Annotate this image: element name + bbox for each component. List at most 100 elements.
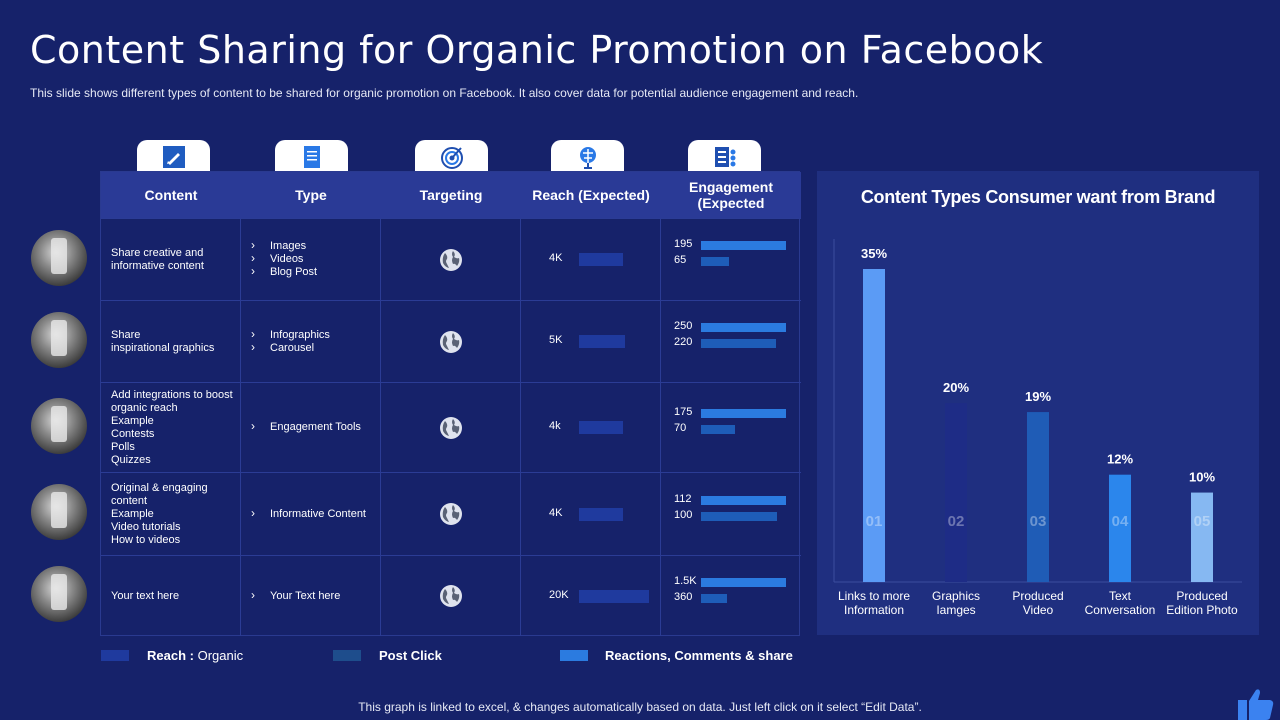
avatar <box>31 230 87 286</box>
reach-cell: 5K <box>521 301 661 382</box>
reach-cell: 4k <box>521 383 661 472</box>
data-label: 20% <box>943 380 969 395</box>
post-click-bar <box>701 425 735 434</box>
legend-reactions: Reactions, Comments & share <box>605 648 793 663</box>
legend-reactions-swatch <box>560 650 588 661</box>
content-cell: Share inspirational graphics <box>101 301 241 382</box>
bar <box>1191 492 1213 582</box>
legend-reach-sub: Organic <box>197 648 244 663</box>
content-tab-icon <box>137 140 210 173</box>
category-label: Video <box>1023 603 1054 617</box>
content-text: Original & engaging content Example Vide… <box>111 481 208 546</box>
content-cell: Your text here <box>101 556 241 636</box>
table-header: Content Type Targeting Reach (Expected) … <box>101 172 801 218</box>
category-label: Produced <box>1012 589 1063 603</box>
data-label: 35% <box>861 246 887 261</box>
legend-reach-swatch <box>101 650 129 661</box>
bar-number: 05 <box>1194 513 1211 530</box>
page-subtitle: This slide shows different types of cont… <box>30 86 859 100</box>
targeting-cell <box>381 219 521 300</box>
header-targeting: Targeting <box>419 187 483 203</box>
reach-cell: 20K <box>521 556 661 636</box>
chart-panel: Content Types Consumer want from Brand 3… <box>817 171 1259 635</box>
data-label: 10% <box>1189 470 1215 485</box>
engagement-value: 112 <box>674 492 692 505</box>
header-reach: Reach (Expected) <box>532 187 650 203</box>
header-type: Type <box>295 187 327 203</box>
targeting-tab-icon <box>415 140 488 173</box>
engagement-value: 250 <box>674 320 693 332</box>
engagement-cell: 112 100 <box>661 473 801 555</box>
bar-number: 04 <box>1112 513 1129 530</box>
reach-tab-icon <box>551 140 624 173</box>
content-cell: Original & engaging content Example Vide… <box>101 473 241 555</box>
dashboard-icon <box>714 146 735 167</box>
network-tree-icon <box>579 146 596 169</box>
category-label: Produced <box>1176 589 1227 603</box>
header-content: Content <box>144 187 198 203</box>
globe-icon <box>439 503 462 525</box>
engagement-tab-icon <box>688 140 761 173</box>
content-table: Content Type Targeting Reach (Expected) … <box>100 171 801 636</box>
document-icon <box>303 145 320 168</box>
type-cell: Engagement Tools <box>241 383 381 472</box>
type-item: Informative Content <box>251 507 366 521</box>
engagement-value: 195 <box>674 238 693 250</box>
table-row: Add integrations to boost organic reach … <box>101 382 801 472</box>
bar-number: 02 <box>948 513 965 530</box>
reach-value: 4k <box>549 420 561 432</box>
targeting-cell <box>381 473 521 555</box>
legend-reach-label: Reach : <box>147 648 194 663</box>
engagement-value: 360 <box>674 590 693 603</box>
targeting-cell <box>381 301 521 382</box>
chart-title: Content Types Consumer want from Brand <box>860 187 1216 207</box>
content-text: Share creative and informative content <box>111 246 204 272</box>
reach-cell: 4K <box>521 219 661 300</box>
header-engagement: Engagement (Expected <box>688 179 773 211</box>
type-item: Your Text here <box>251 589 340 603</box>
type-cell: Your Text here <box>241 556 381 636</box>
reach-bar <box>579 589 649 603</box>
reactions-bar <box>701 241 786 250</box>
type-item: Carousel <box>251 341 330 355</box>
globe-icon <box>439 585 462 607</box>
legend-post-click-swatch <box>333 650 361 661</box>
data-label: 19% <box>1025 389 1051 404</box>
page-title: Content Sharing for Organic Promotion on… <box>30 28 1044 72</box>
post-click-bar <box>701 257 729 266</box>
reach-bar <box>579 421 623 434</box>
reach-value: 4K <box>549 252 563 264</box>
content-text: Your text here <box>111 589 180 602</box>
reactions-bar <box>701 495 786 505</box>
reach-cell: 4K <box>521 473 661 555</box>
content-text: Add integrations to boost organic reach … <box>111 388 233 466</box>
post-click-bar <box>701 593 727 603</box>
reach-value: 5K <box>549 334 563 346</box>
engagement-cell: 195 65 <box>661 219 801 300</box>
engagement-cell: 175 70 <box>661 383 801 472</box>
reactions-bar <box>701 409 786 418</box>
data-label: 12% <box>1107 452 1133 467</box>
type-item: Infographics <box>251 328 330 342</box>
thumbs-up-icon <box>1238 689 1274 720</box>
category-label: Conversation <box>1085 603 1156 617</box>
avatar <box>31 484 87 540</box>
type-cell: ImagesVideosBlog Post <box>241 219 381 300</box>
globe-icon <box>439 416 462 439</box>
reactions-bar <box>701 323 786 332</box>
legend-reach: Reach : Organic <box>147 648 243 663</box>
engagement-value: 1.5K <box>674 574 697 587</box>
engagement-value: 70 <box>674 422 687 434</box>
engagement-value: 220 <box>674 336 693 348</box>
category-label: Information <box>844 603 904 617</box>
target-icon <box>440 146 463 169</box>
reach-value: 4K <box>549 506 563 519</box>
engagement-cell: 1.5K 360 <box>661 556 801 636</box>
legend-post-click: Post Click <box>379 648 442 663</box>
targeting-cell <box>381 556 521 636</box>
bar-number: 01 <box>866 513 883 530</box>
type-item: Engagement Tools <box>251 420 361 434</box>
category-label: Text <box>1109 589 1132 603</box>
table-row: Original & engaging content Example Vide… <box>101 472 801 555</box>
